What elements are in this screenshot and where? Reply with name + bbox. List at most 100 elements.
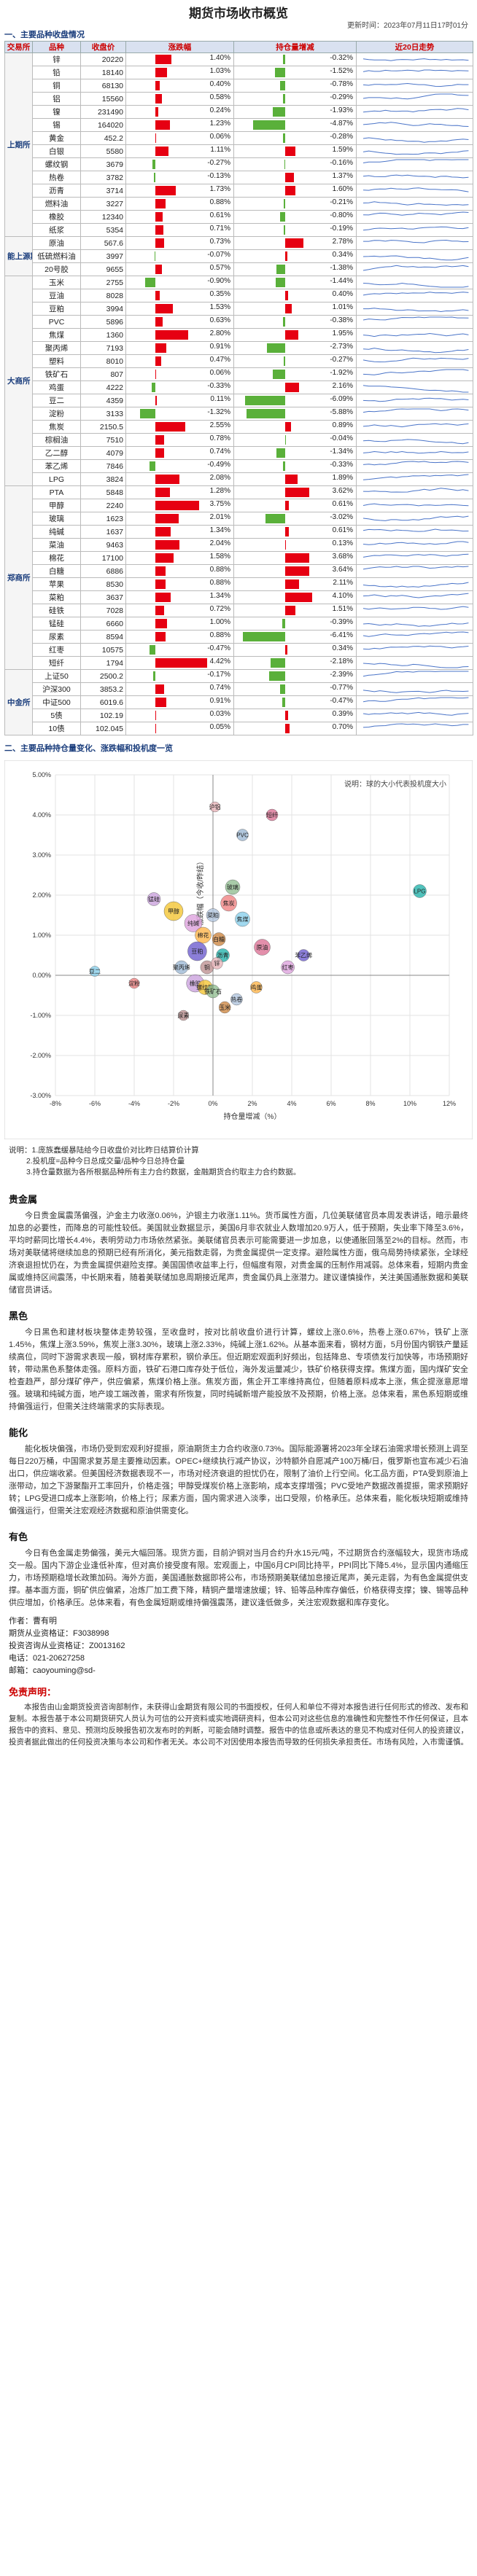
sparkline <box>362 690 469 693</box>
close-price: 5848 <box>80 485 126 499</box>
sparkline <box>362 450 469 454</box>
product-name: 甲醇 <box>32 499 81 512</box>
change-value: 1.58% <box>209 553 230 561</box>
sparkline-path <box>362 697 469 703</box>
point-label: 棉花 <box>198 932 209 939</box>
oi-value: 1.60% <box>332 185 353 193</box>
change-bar <box>155 265 163 274</box>
oi-value: -0.21% <box>330 198 353 206</box>
oi-bar <box>285 566 309 576</box>
oi-cell: -0.77% <box>233 682 357 696</box>
oi-value: 2.11% <box>333 579 353 587</box>
sparkline <box>362 631 469 637</box>
scatter-point <box>212 932 226 946</box>
trend-cell <box>356 184 473 198</box>
oi-value: -1.38% <box>330 264 353 272</box>
trend-cell <box>356 66 473 79</box>
oi-bar <box>282 698 285 707</box>
y-tick-label: 1.00% <box>32 932 51 939</box>
point-label: 豆粕 <box>191 948 203 955</box>
section-nonferrous-title: 有色 <box>9 1531 28 1542</box>
oi-bar <box>276 265 285 274</box>
oi-cell: 4.10% <box>233 590 357 604</box>
oi-cell: 0.70% <box>233 722 357 735</box>
close-price: 5354 <box>80 223 126 237</box>
table-row: 5债 102.19 0.03% 0.39% <box>5 709 473 722</box>
oi-value: 3.64% <box>332 566 353 574</box>
section-ferrous: 黑色 今日黑色和建材板块整体走势较强，至收盘时，按对比前收盘价进行计算，螺纹上涨… <box>0 1300 477 1416</box>
trend-cell <box>356 420 473 434</box>
change-value: 0.47% <box>209 356 230 364</box>
oi-cell: 0.61% <box>233 525 357 539</box>
change-value: 3.75% <box>209 500 230 508</box>
change-bar <box>144 278 155 287</box>
oi-value: -2.39% <box>330 671 353 679</box>
change-bar <box>155 330 188 340</box>
point-label: 焦炭 <box>223 899 235 907</box>
change-value: 1.34% <box>209 592 230 600</box>
sparkline <box>362 292 469 296</box>
oi-value: -0.80% <box>330 211 353 219</box>
change-cell: 0.06% <box>125 367 234 381</box>
change-cell: 1.53% <box>125 302 234 316</box>
change-cell: 0.40% <box>125 79 234 93</box>
table-row: 纸浆 5354 0.71% -0.19% <box>5 223 473 237</box>
oi-value: 0.61% <box>332 526 353 534</box>
change-value: 0.58% <box>209 93 230 101</box>
product-name: 黄金 <box>32 131 81 145</box>
y-tick-label: 0.00% <box>32 972 51 979</box>
change-value: -0.90% <box>207 277 230 285</box>
scatter-point <box>211 957 223 969</box>
oi-value: -6.41% <box>330 631 353 639</box>
change-cell: 0.73% <box>125 236 234 250</box>
oi-bar <box>285 422 291 432</box>
trend-cell <box>356 223 473 237</box>
point-label: 沥青 <box>217 952 229 959</box>
product-name: 聚丙烯 <box>32 341 81 355</box>
sparkline-path <box>362 690 469 693</box>
oi-cell: -0.16% <box>233 157 357 171</box>
sparkline-path <box>362 122 469 127</box>
oi-cell: 3.64% <box>233 564 357 578</box>
sparkline-path <box>362 137 469 143</box>
change-bar <box>155 291 160 300</box>
oi-value: 1.95% <box>332 329 353 337</box>
change-bar <box>155 422 185 432</box>
sparkline-path <box>362 282 469 288</box>
oi-cell: 3.62% <box>233 485 357 499</box>
sparkline <box>362 541 469 545</box>
oi-bar <box>285 501 290 510</box>
table-row: 锰硅 6660 1.00% -0.39% <box>5 617 473 631</box>
table-row: 10债 102.045 0.05% 0.70% <box>5 722 473 735</box>
oi-value: 0.61% <box>332 500 353 508</box>
change-bar <box>155 133 156 143</box>
change-bar <box>152 160 155 169</box>
oi-bar <box>283 356 285 366</box>
table-row: 塑料 8010 0.47% -0.27% <box>5 354 473 368</box>
oi-cell: -0.32% <box>233 52 357 66</box>
sparkline <box>362 553 469 558</box>
point-label: 橡胶 <box>190 980 201 987</box>
change-bar <box>155 238 164 248</box>
change-value: 2.55% <box>209 421 230 429</box>
close-price: 15560 <box>80 92 126 106</box>
sparkline-path <box>362 593 469 598</box>
change-bar <box>155 356 161 366</box>
scatter-point <box>219 1001 231 1014</box>
table-row: 苹果 8530 0.88% 2.11% <box>5 577 473 591</box>
change-value: 0.88% <box>209 631 230 639</box>
close-price: 1623 <box>80 512 126 526</box>
product-name: 锰硅 <box>32 617 81 631</box>
change-cell: 1.11% <box>125 144 234 158</box>
trend-cell <box>356 459 473 473</box>
table-row: 乙二醇 4079 0.74% -1.34% <box>5 446 473 460</box>
oi-value: -0.78% <box>330 80 353 88</box>
close-price: 10575 <box>80 643 126 657</box>
change-cell: 1.58% <box>125 551 234 565</box>
change-value: 1.00% <box>209 618 230 626</box>
change-bar <box>155 475 180 484</box>
point-label: 原油 <box>257 944 268 951</box>
change-bar <box>155 81 160 90</box>
trend-cell <box>356 52 473 66</box>
change-cell: -0.90% <box>125 276 234 289</box>
